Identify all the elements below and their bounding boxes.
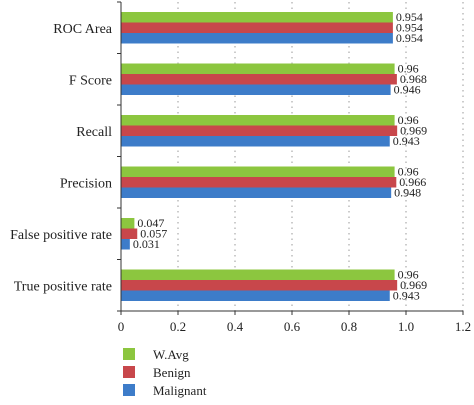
x-tick-label: 0.8 — [341, 319, 357, 334]
value-labels: 0.9540.9540.9540.960.9680.9460.960.9690.… — [133, 10, 427, 303]
bar-malignant — [121, 239, 130, 250]
data-label: 0.031 — [133, 237, 160, 251]
data-label: 0.946 — [394, 83, 421, 97]
bar-malignant — [121, 187, 392, 198]
data-label: 0.954 — [396, 21, 423, 35]
data-label: 0.969 — [400, 278, 427, 292]
x-tick-label: 0 — [118, 319, 125, 334]
bar-benign — [121, 74, 397, 85]
data-label: 0.047 — [137, 216, 164, 230]
x-tick-label: 0.6 — [284, 319, 301, 334]
data-label: 0.96 — [398, 165, 419, 179]
legend-label: Benign — [153, 365, 191, 380]
bar-malignant — [121, 290, 390, 301]
bar-w-avg — [121, 115, 395, 126]
bar-benign — [121, 280, 398, 291]
data-label: 0.954 — [396, 31, 423, 45]
category-label: False positive rate — [10, 228, 112, 243]
bar-benign — [121, 177, 397, 188]
x-tick-label: 0.2 — [170, 319, 186, 334]
legend-label: W.Avg — [153, 347, 189, 362]
category-label: Recall — [76, 125, 112, 140]
legend-label: Malignant — [153, 383, 207, 398]
bar-benign — [121, 125, 398, 136]
bar-w-avg — [121, 12, 393, 23]
data-label: 0.948 — [394, 186, 421, 200]
data-label: 0.966 — [399, 175, 426, 189]
bar-benign — [121, 228, 138, 239]
data-label: 0.968 — [400, 72, 427, 86]
data-label: 0.96 — [398, 62, 419, 76]
axes: ROC Area F Score Recall Precision False posi… — [10, 1, 471, 334]
bars — [121, 12, 398, 301]
data-label: 0.969 — [400, 124, 427, 138]
bar-malignant — [121, 136, 390, 147]
legend-swatch — [123, 384, 135, 396]
x-tick-label: 1.0 — [398, 319, 414, 334]
bar-w-avg — [121, 63, 395, 74]
x-tick-label: 1.2 — [455, 319, 471, 334]
bar-malignant — [121, 33, 393, 44]
category-label: True positive rate — [14, 279, 112, 294]
grid-lines — [177, 2, 464, 311]
category-label: F Score — [69, 73, 112, 88]
bar-w-avg — [121, 218, 135, 229]
bar-benign — [121, 22, 393, 33]
data-label: 0.943 — [393, 289, 420, 303]
data-label: 0.943 — [393, 134, 420, 148]
data-label: 0.96 — [398, 113, 419, 127]
legend-swatch — [123, 366, 135, 378]
category-label: ROC Area — [53, 22, 113, 37]
category-label: Precision — [60, 176, 112, 191]
legend: W.Avg Benign Malignant — [123, 347, 207, 398]
data-label: 0.96 — [398, 268, 419, 282]
data-label: 0.954 — [396, 10, 423, 24]
data-label: 0.057 — [140, 227, 167, 241]
bar-malignant — [121, 84, 391, 95]
bar-w-avg — [121, 269, 395, 280]
bar-w-avg — [121, 166, 395, 177]
legend-swatch — [123, 348, 135, 360]
x-tick-label: 0.4 — [227, 319, 244, 334]
